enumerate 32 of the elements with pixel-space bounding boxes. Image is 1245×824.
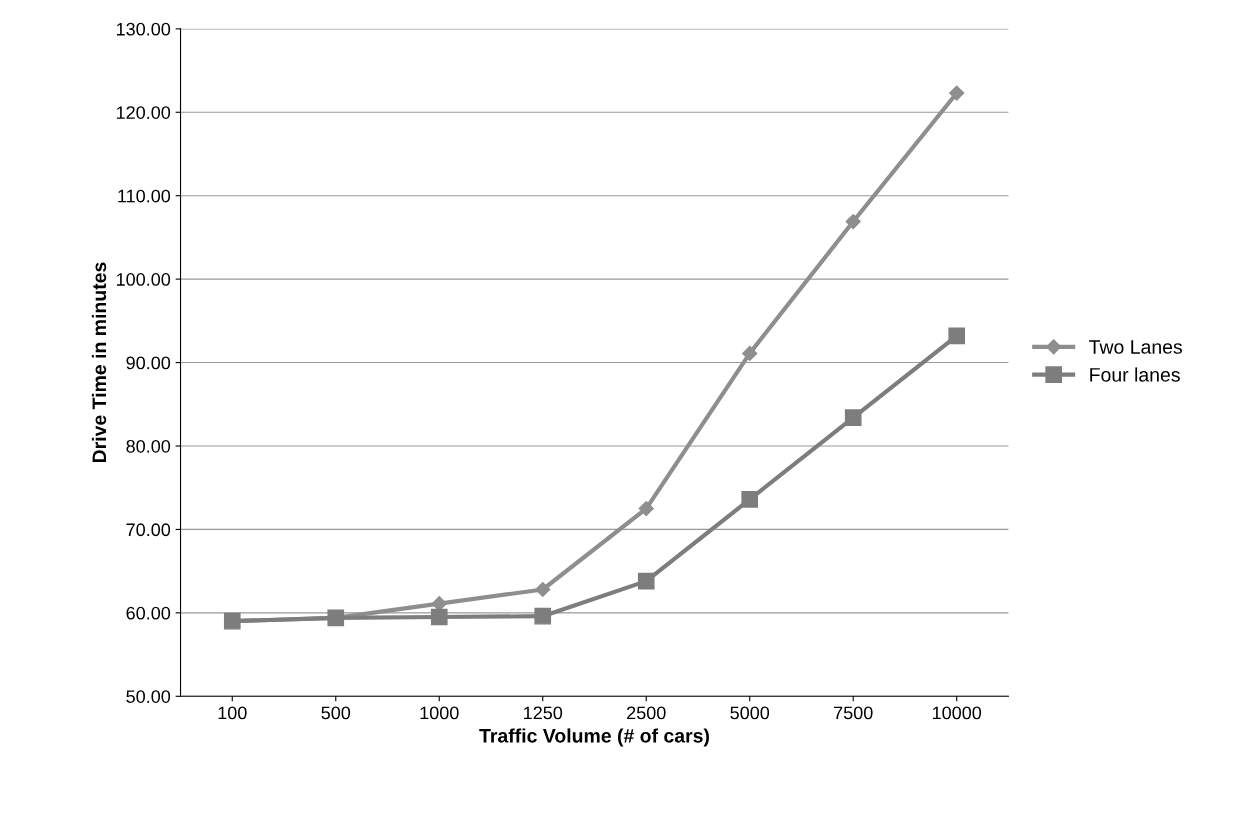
y-tick-label: 130.00 — [116, 22, 171, 36]
point — [949, 85, 965, 101]
x-tick-label: 100 — [218, 706, 247, 720]
x-tick-label: 2500 — [627, 706, 666, 720]
x-tick-label: 1250 — [524, 706, 563, 720]
point — [844, 409, 862, 426]
y-axis-title: Drive Time in minutes — [91, 262, 107, 463]
x-tick-label: 7500 — [834, 706, 873, 720]
y-tick-label: 70.00 — [126, 523, 171, 537]
legend-label: Four lanes — [1090, 367, 1180, 382]
legend-label: Two Lanes — [1089, 340, 1183, 354]
point — [638, 500, 654, 517]
y-tick-label: 80.00 — [126, 439, 171, 453]
x-tick-label: 1000 — [420, 706, 459, 720]
point — [534, 607, 552, 625]
x-tick-label: 5000 — [730, 706, 770, 720]
y-tick-label: 110.00 — [118, 189, 171, 203]
point — [430, 608, 448, 626]
y-tick-label: 60.00 — [126, 606, 171, 620]
point — [741, 491, 759, 508]
x-tick-label: 500 — [321, 706, 351, 720]
y-tick-label: 100.00 — [116, 273, 171, 286]
y-tick-label: 120.00 — [116, 106, 171, 119]
point — [742, 345, 758, 361]
point — [535, 581, 551, 598]
point — [948, 327, 966, 345]
x-tick-label: 10000 — [932, 706, 982, 720]
point — [845, 213, 861, 230]
x-axis-title: Traffic Volume (# of cars) — [479, 728, 709, 747]
y-tick-label: 90.00 — [126, 356, 171, 370]
point — [637, 572, 655, 590]
y-tick-label: 50.00 — [126, 690, 171, 703]
